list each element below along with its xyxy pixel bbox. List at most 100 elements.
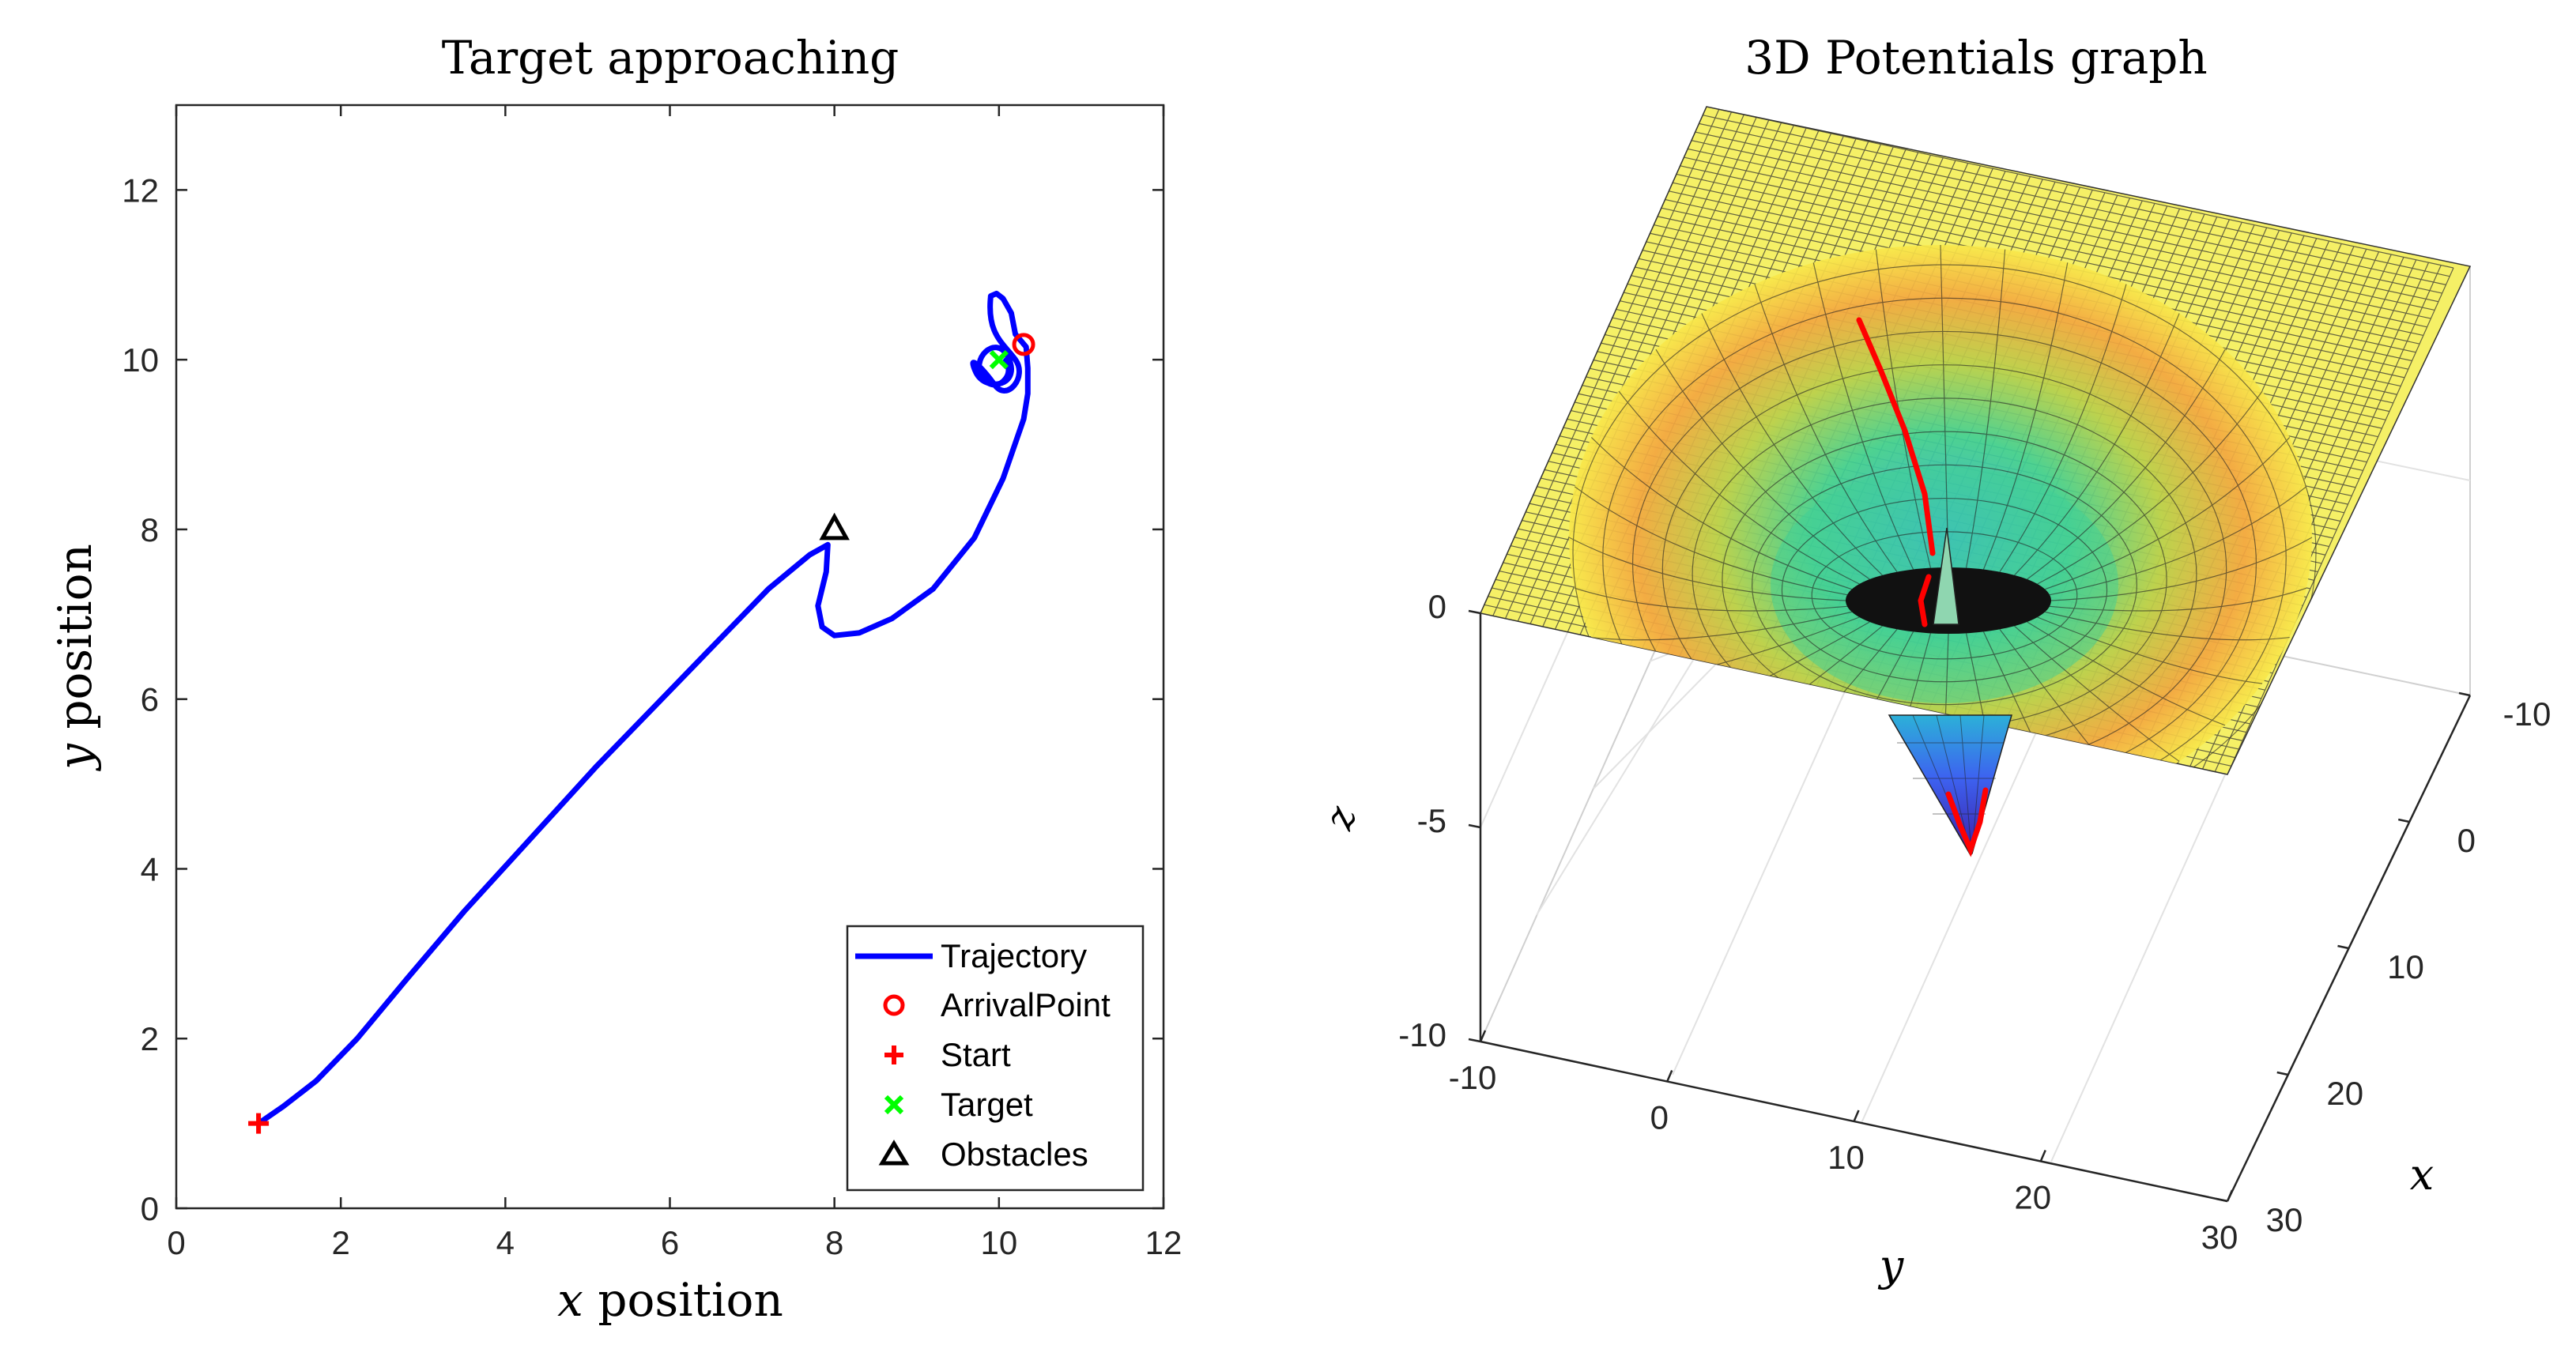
well-radial — [1982, 262, 2069, 570]
y-tick-label: 0 — [141, 1190, 159, 1227]
z3d-y-tick-mark — [1666, 1070, 1673, 1082]
chart-target-approaching: Target approaching 0 2 4 6 8 10 12 0 2 4 6 8 10 12 x… — [48, 31, 1182, 1327]
well-radial — [2044, 437, 2291, 590]
z3d-y-tick-mark — [1853, 1110, 1860, 1122]
chart2-z-tick-minus5: -5 — [1417, 802, 1446, 839]
chart1-legend: Trajectory ArrivalPoint Start Target Obs… — [846, 925, 1145, 1192]
z3d-y-tick-label: 10 — [1827, 1139, 1865, 1176]
chart2-title: 3D Potentials graph — [1744, 31, 2208, 85]
z3d-x-tick-label: -10 — [2503, 695, 2551, 733]
x-tick-label: 10 — [980, 1224, 1017, 1261]
potential-path-lower — [1945, 787, 1989, 857]
well-contour — [1811, 531, 2078, 660]
y-tick-label: 2 — [141, 1020, 159, 1057]
mesh-line-y — [1695, 131, 2442, 294]
obstacles-marker — [819, 512, 850, 541]
well-radial — [1965, 249, 2006, 568]
well-radial — [2049, 587, 2307, 612]
z3d-x-tick-label: 20 — [2326, 1075, 2363, 1112]
mesh-line-y — [1688, 148, 2435, 311]
z3d-y-tick-label: 30 — [2201, 1219, 2238, 1256]
z3d-x-tick-mark — [2458, 691, 2471, 697]
well-radial — [1701, 313, 1883, 576]
mesh-line-y — [1676, 173, 2423, 337]
chart2-x-ticks: -10 0 10 20 30 — [2216, 691, 2551, 1238]
well-radial — [1591, 611, 1852, 641]
z3d-x-tick-label: 0 — [2457, 822, 2476, 859]
mesh-line-y — [1691, 140, 2439, 303]
chart1-y-axis-label: y position — [48, 544, 102, 772]
mesh-line-y — [1703, 115, 2450, 277]
z3d-y-tick-label: 20 — [2014, 1179, 2051, 1216]
z3d-y-tick-mark — [2226, 1189, 2234, 1202]
well-radial — [1574, 587, 1848, 612]
z3d-y-tick-label: -10 — [1449, 1059, 1497, 1096]
well-contour — [1602, 297, 2287, 774]
x-tick-label: 12 — [1145, 1224, 1182, 1261]
legend-target-marker — [884, 1094, 904, 1115]
legend-trajectory-label: Trajectory — [941, 937, 1087, 974]
well-radial — [1590, 437, 1853, 590]
legend-obstacle-label: Obstacles — [941, 1136, 1088, 1173]
legend-start-marker — [884, 1045, 903, 1064]
well-radial — [2027, 348, 2226, 580]
z3d-y-tick-mark — [2039, 1150, 2046, 1162]
x-tick-label: 0 — [167, 1224, 185, 1261]
legend-obstacle-marker — [878, 1140, 910, 1166]
y-tick-label: 12 — [122, 171, 159, 209]
y-tick-label: 6 — [141, 681, 159, 718]
mesh-line-y — [1684, 156, 2431, 319]
well-contour — [1572, 264, 2317, 774]
well-radial — [2027, 621, 2226, 726]
chart2-z-tick-minus10: -10 — [1398, 1016, 1446, 1053]
chart2-y-axis-label: y — [1878, 1241, 1905, 1290]
mesh-line-y — [1680, 165, 2427, 328]
x-tick-label: 6 — [661, 1224, 679, 1261]
start-marker — [248, 1113, 270, 1134]
chart1-title: Target approaching — [442, 31, 900, 85]
z3d-x-tick-mark — [2216, 1197, 2228, 1203]
chart1-markers — [248, 333, 1035, 1134]
surface-cone — [1888, 714, 2012, 857]
well-radial — [1999, 284, 2127, 572]
mesh-line-y — [1706, 107, 2454, 269]
chart1-x-ticks: 0 2 4 6 8 10 12 — [167, 105, 1182, 1261]
mesh-line-x — [2227, 267, 2454, 774]
well-radial — [1655, 348, 1870, 580]
surface-spike — [1933, 527, 1959, 625]
trajectory-loops — [970, 296, 1022, 394]
well-radial — [1999, 629, 2127, 774]
z3d-x-tick-mark — [2397, 818, 2410, 823]
x-tick-label: 8 — [825, 1224, 843, 1261]
well-radial — [1618, 390, 1860, 585]
well-radial — [2014, 625, 2180, 762]
chart1-y-ticks: 0 2 4 6 8 10 12 — [122, 171, 1164, 1227]
well-radial — [2049, 486, 2307, 596]
arrivalpoint-marker — [1012, 333, 1035, 356]
chart1-x-axis-label: x position — [557, 1273, 783, 1327]
legend-arrival-label: ArrivalPoint — [941, 986, 1111, 1023]
chart2-z-axis-label: z — [1315, 801, 1366, 836]
mesh-line-y — [1699, 122, 2446, 285]
x-tick-label: 4 — [496, 1224, 515, 1261]
x-tick-label: 2 — [331, 1224, 349, 1261]
well-radial — [1812, 262, 1914, 570]
z3d-x-tick-mark — [2276, 1071, 2289, 1076]
well-radial — [2045, 611, 2290, 641]
chart-3d-potentials: 3D Potentials graph — [1315, 31, 2551, 1290]
well-radial — [1568, 537, 1846, 601]
well-contour — [1631, 330, 2257, 774]
well-radial — [2050, 537, 2313, 601]
chart2-x-axis-label: x — [2410, 1150, 2434, 1200]
trajectory-line — [255, 290, 1031, 1127]
y-tick-label: 8 — [141, 511, 159, 548]
well-radial — [2014, 313, 2180, 576]
legend-target-label: Target — [941, 1086, 1033, 1123]
z3d-x-tick-mark — [2337, 944, 2349, 950]
chart2-z-tick-0: 0 — [1428, 588, 1446, 625]
z3d-y-tick-label: 0 — [1650, 1099, 1669, 1136]
y-tick-label: 10 — [122, 341, 159, 379]
z3d-x-tick-label: 30 — [2266, 1201, 2303, 1238]
target-marker — [989, 350, 1009, 370]
well-radial — [1574, 486, 1848, 596]
